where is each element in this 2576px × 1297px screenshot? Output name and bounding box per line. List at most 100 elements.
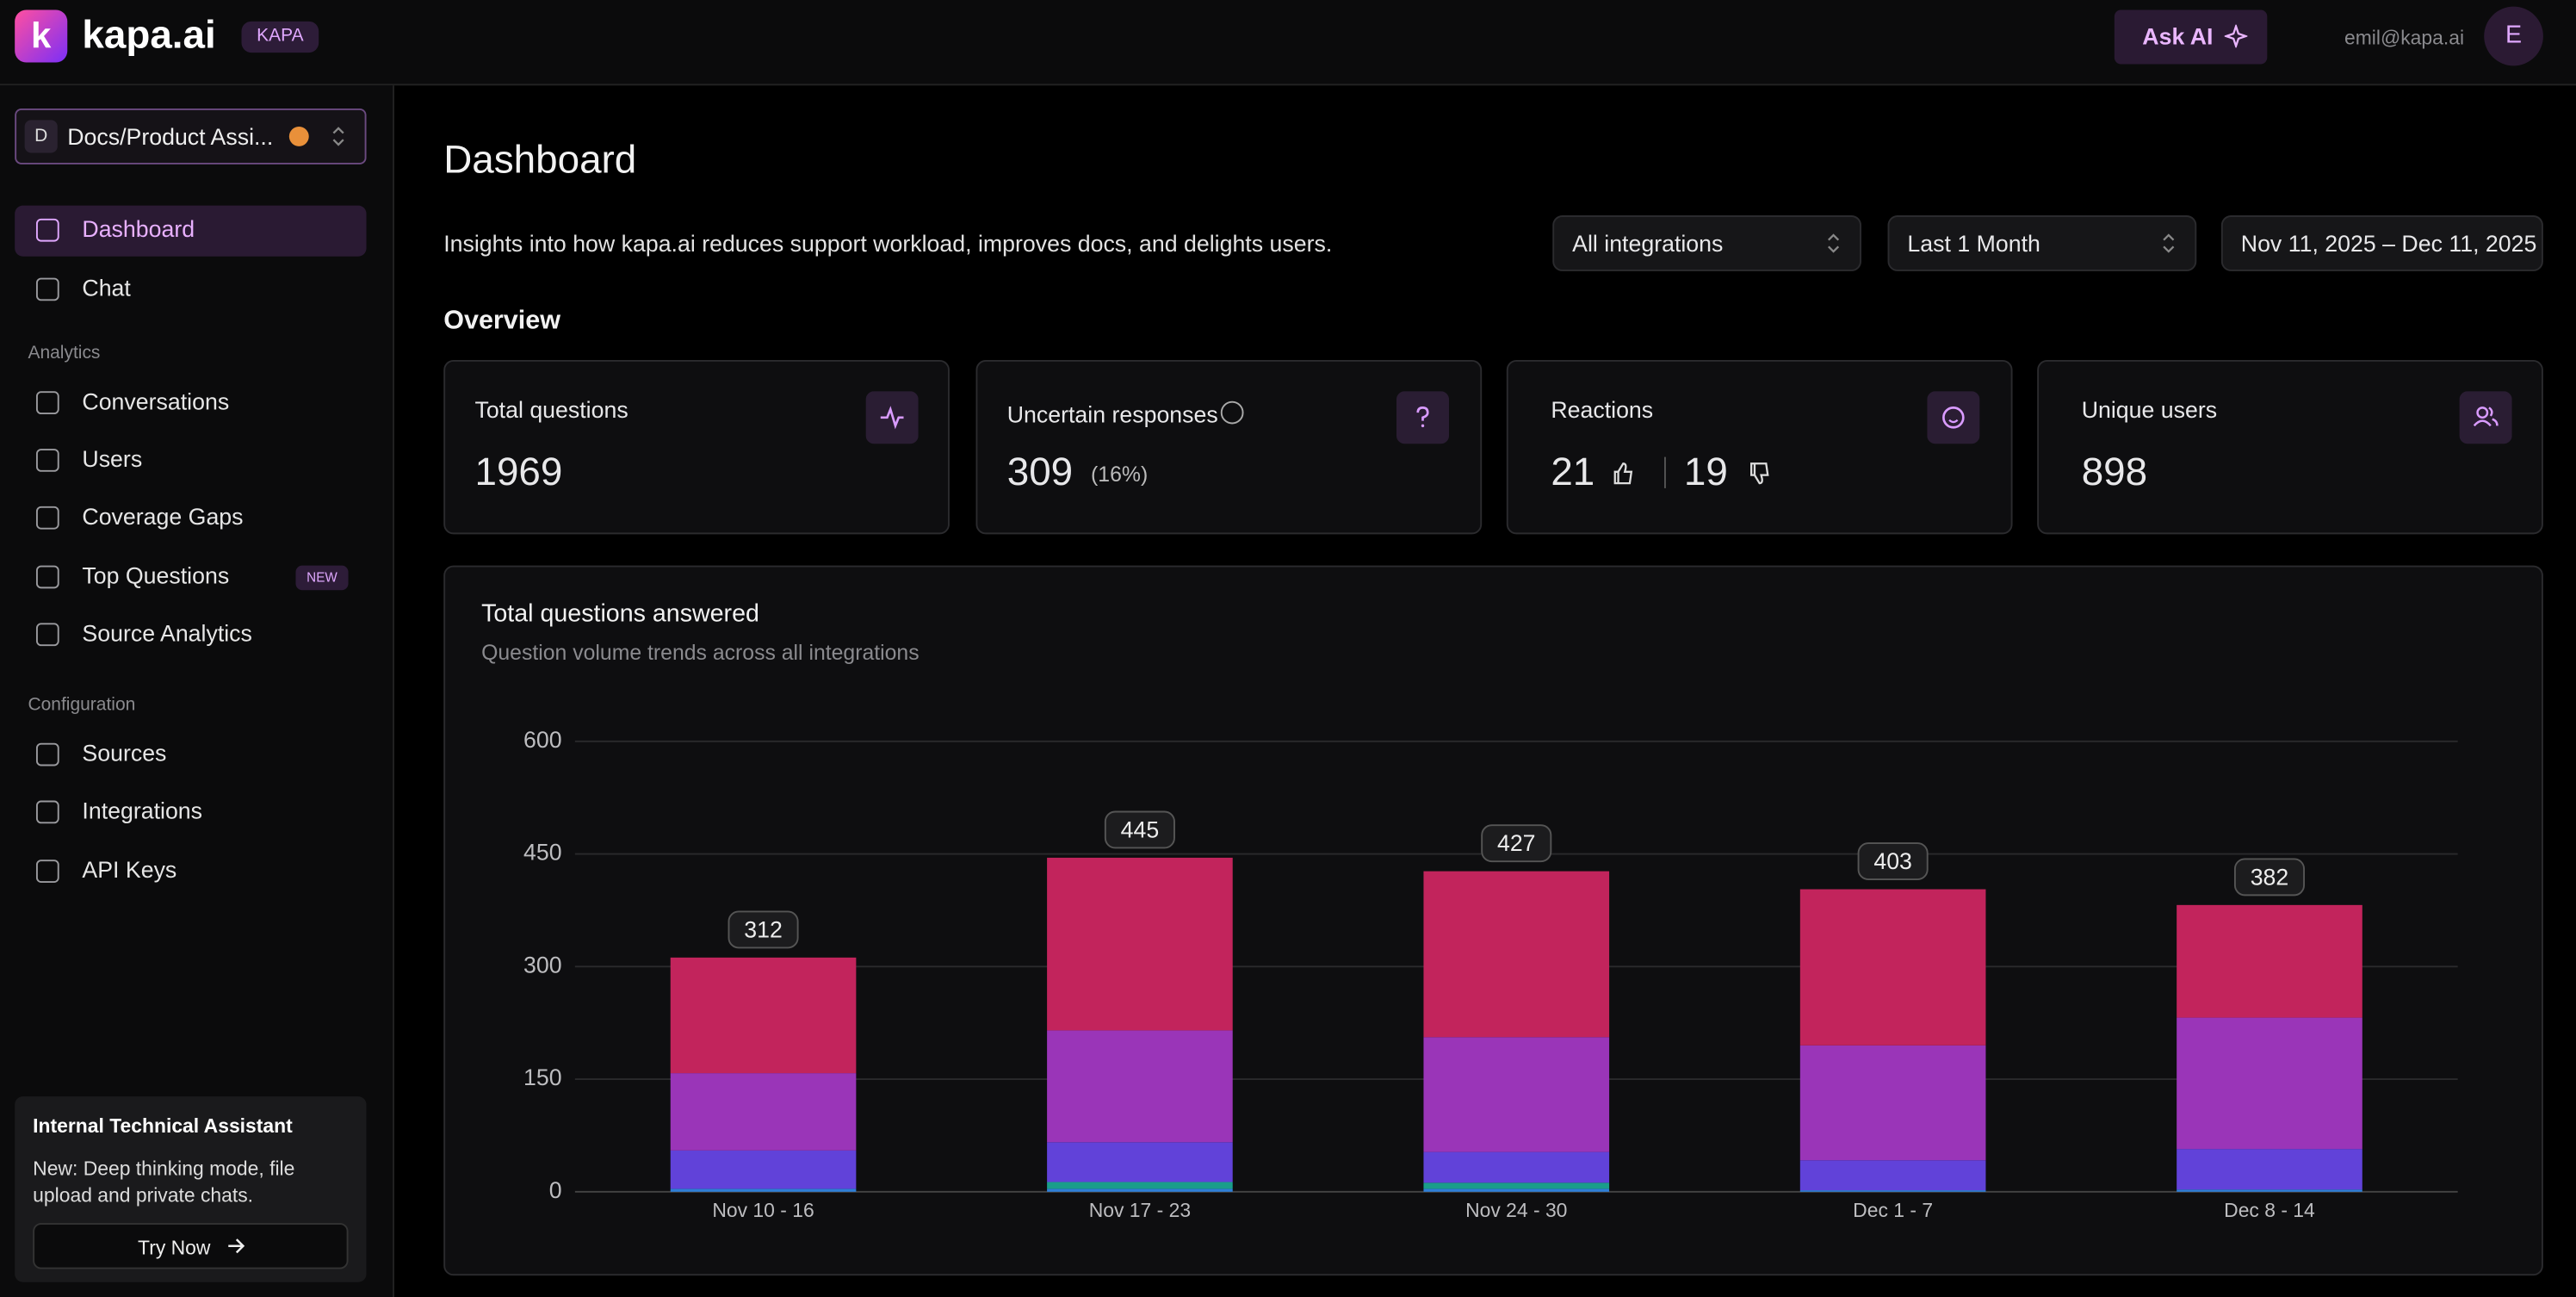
- y-tick-label: 0: [549, 1177, 562, 1203]
- total-label: 312: [744, 916, 783, 942]
- stat-card: [2037, 360, 2543, 534]
- reactions-down: 19: [1684, 450, 1728, 496]
- card-icon: [1927, 391, 1979, 444]
- chart-subtitle: Question volume trends across all integr…: [481, 642, 920, 665]
- section-heading: Configuration: [28, 695, 135, 715]
- x-tick-label: Dec 8 - 14: [2224, 1199, 2315, 1221]
- promo-title: Internal Technical Assistant: [33, 1114, 293, 1138]
- nav-item[interactable]: Chat: [82, 275, 130, 301]
- nav-item[interactable]: Conversations: [82, 388, 229, 414]
- bar-segment: [1800, 1190, 1986, 1192]
- user-email: emil@kapa.ai: [2344, 27, 2464, 50]
- bar-segment: [671, 1188, 857, 1191]
- chevron-icon: [2160, 230, 2177, 257]
- card-value: 1969: [474, 450, 562, 496]
- project-name: Docs/Product Assi...: [67, 123, 273, 150]
- page-title: Dashboard: [443, 138, 636, 183]
- nav-icon: [36, 743, 59, 766]
- logo-text: kapa.ai: [82, 13, 215, 59]
- total-label: 382: [2251, 864, 2289, 890]
- nav-icon: [36, 623, 59, 646]
- bar-segment: [671, 1151, 857, 1188]
- section-title: Overview: [443, 307, 560, 337]
- nav-item[interactable]: Integrations: [82, 797, 202, 824]
- thumbs-down-icon: [1748, 462, 1771, 485]
- nav-item[interactable]: Top Questions: [82, 562, 229, 589]
- card-value: 309: [1007, 450, 1073, 496]
- nav-item[interactable]: Coverage Gaps: [82, 503, 243, 530]
- stat-card: [443, 360, 950, 534]
- chart: Total questions answered Question volume…: [443, 566, 2543, 1276]
- card-value: 898: [2082, 450, 2147, 496]
- total-label: 445: [1121, 816, 1160, 842]
- chevron-icon: [331, 123, 347, 150]
- nav-item[interactable]: Dashboard: [82, 215, 195, 242]
- nav-item[interactable]: API Keys: [82, 856, 176, 883]
- card-icon: [866, 391, 919, 444]
- chart-title: Total questions answered: [481, 599, 759, 627]
- nav-icon: [36, 391, 59, 414]
- card-icon: [1396, 391, 1449, 444]
- card-label: Uncertain responses: [1007, 401, 1218, 428]
- divider: [1664, 457, 1666, 488]
- bar-segment: [1423, 1152, 1609, 1183]
- help-icon[interactable]: [1221, 401, 1244, 425]
- bar-segment: [1800, 1160, 1986, 1190]
- bar-segment: [1047, 1188, 1233, 1191]
- card-label: Reactions: [1551, 396, 1653, 423]
- project-initial: D: [25, 120, 58, 152]
- stat-card: [975, 360, 1482, 534]
- globe-icon: [289, 127, 309, 146]
- card-icon: [2460, 391, 2512, 444]
- total-label: 427: [1497, 830, 1536, 856]
- y-tick-label: 450: [523, 840, 562, 866]
- reactions-up: 21: [1551, 450, 1595, 496]
- x-tick-label: Nov 24 - 30: [1465, 1199, 1567, 1221]
- promo-button[interactable]: Try Now: [33, 1223, 348, 1269]
- total-label: 403: [1873, 848, 1912, 874]
- workspace-badge: KAPA: [242, 22, 319, 53]
- nav-icon: [36, 219, 59, 242]
- bar-segment: [1423, 1182, 1609, 1188]
- date-range[interactable]: Nov 11, 2025 – Dec 11, 2025: [2221, 215, 2543, 271]
- section-heading: Analytics: [28, 344, 100, 363]
- nav-icon: [36, 278, 59, 301]
- bar-segment: [1423, 872, 1609, 1038]
- bar-segment: [671, 1073, 857, 1151]
- filter-select[interactable]: All integrations: [1552, 215, 1861, 271]
- nav-item[interactable]: Users: [82, 445, 142, 472]
- promo-text: New: Deep thinking mode, file upload and…: [33, 1156, 358, 1208]
- bar-segment: [2177, 905, 2362, 1018]
- x-tick-label: Nov 17 - 23: [1089, 1199, 1191, 1221]
- card-label: Total questions: [474, 396, 628, 423]
- new-badge: NEW: [295, 566, 348, 591]
- nav-item[interactable]: Sources: [82, 740, 166, 766]
- nav-icon: [36, 801, 59, 824]
- arrow-icon: [226, 1236, 246, 1256]
- user-avatar[interactable]: E: [2484, 7, 2543, 66]
- y-tick-label: 300: [523, 952, 562, 977]
- nav-item[interactable]: Source Analytics: [82, 620, 251, 647]
- bar-segment: [1423, 1037, 1609, 1151]
- bar-segment: [1047, 1142, 1233, 1182]
- x-tick-label: Nov 10 - 16: [712, 1199, 814, 1221]
- nav-icon: [36, 449, 59, 472]
- bar-segment: [2177, 1189, 2362, 1192]
- bar-segment: [1047, 1030, 1233, 1142]
- bar-segment: [1800, 890, 1986, 1046]
- card-label: Unique users: [2082, 396, 2217, 423]
- x-tick-label: Dec 1 - 7: [1853, 1199, 1933, 1221]
- nav-icon: [36, 506, 59, 530]
- filter-select[interactable]: Last 1 Month: [1888, 215, 2197, 271]
- bar-segment: [2177, 1149, 2362, 1189]
- chevron-icon: [1825, 230, 1842, 257]
- nav-icon: [36, 566, 59, 589]
- bar-segment: [1423, 1188, 1609, 1191]
- thumbs-up-icon: [1612, 462, 1635, 485]
- bar-segment: [1047, 1182, 1233, 1188]
- page-description: Insights into how kapa.ai reduces suppor…: [443, 230, 1332, 257]
- bar-segment: [671, 958, 857, 1073]
- bar-segment: [1800, 1046, 1986, 1160]
- bar-segment: [1047, 858, 1233, 1030]
